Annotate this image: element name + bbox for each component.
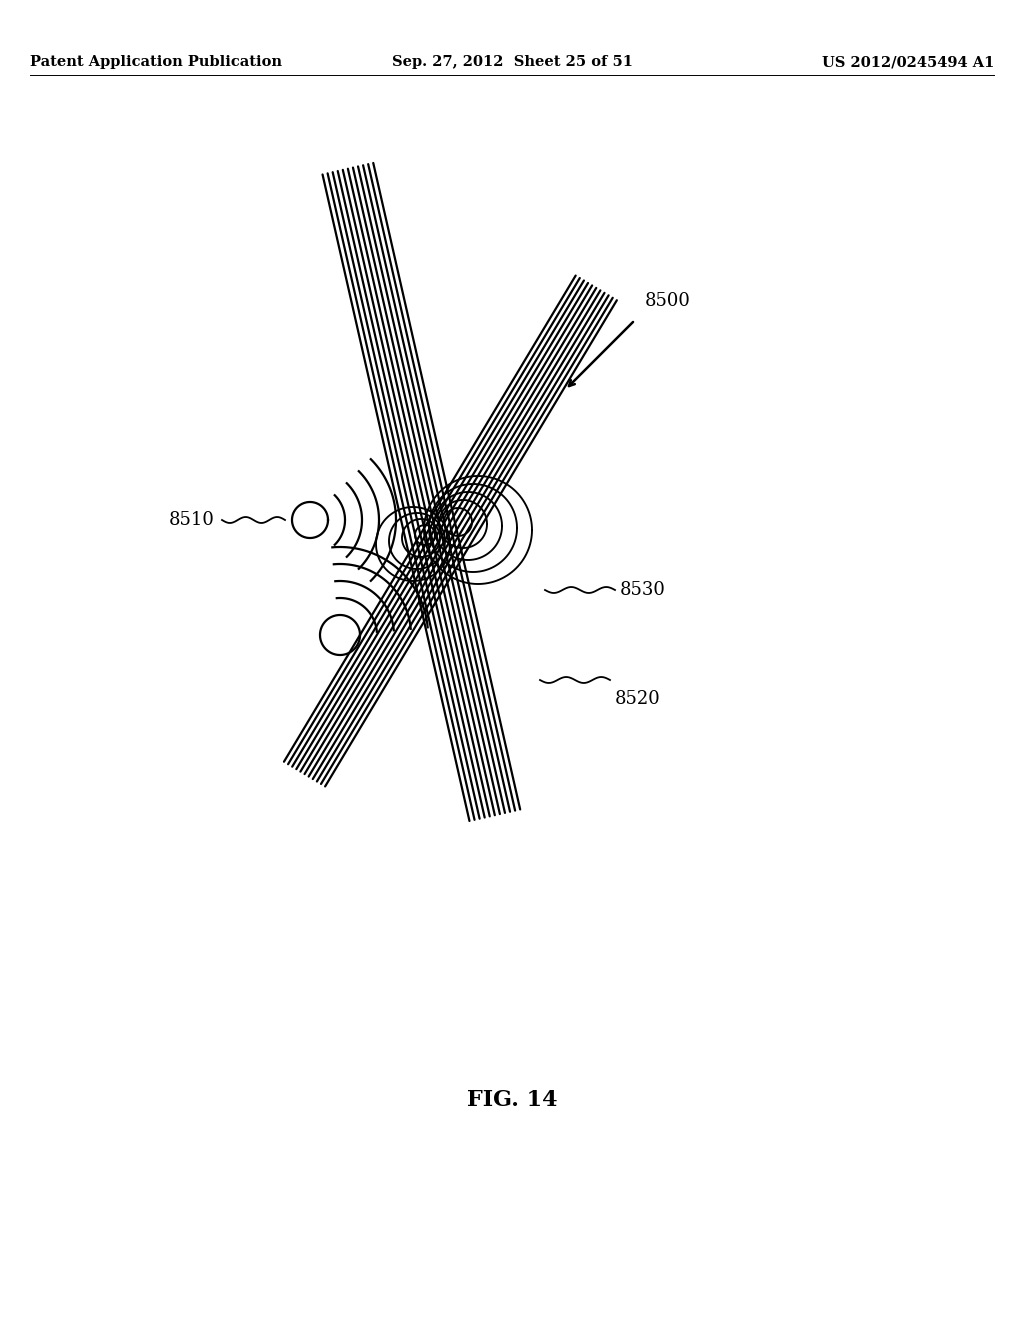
Text: Sep. 27, 2012  Sheet 25 of 51: Sep. 27, 2012 Sheet 25 of 51 bbox=[391, 55, 633, 69]
Text: 8520: 8520 bbox=[615, 690, 660, 708]
Text: FIG. 14: FIG. 14 bbox=[467, 1089, 557, 1111]
Text: 8510: 8510 bbox=[169, 511, 215, 529]
Text: Patent Application Publication: Patent Application Publication bbox=[30, 55, 282, 69]
Text: 8500: 8500 bbox=[645, 292, 691, 310]
Text: US 2012/0245494 A1: US 2012/0245494 A1 bbox=[821, 55, 994, 69]
Text: 8530: 8530 bbox=[620, 581, 666, 599]
